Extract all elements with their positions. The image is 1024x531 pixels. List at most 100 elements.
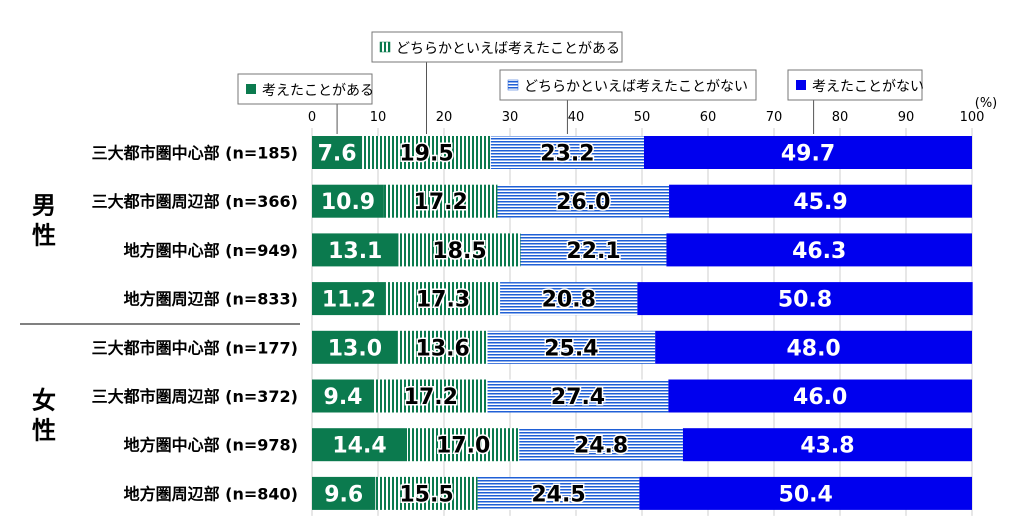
category-label: 三大都市圏周辺部 (n=366) (92, 192, 298, 211)
category-label: 地方圏中心部 (n=978) (124, 436, 298, 455)
bar-value-label: 46.3 (792, 239, 846, 264)
bar-segment (312, 233, 399, 267)
legend-box (499, 69, 757, 101)
x-tick-label: 50 (634, 110, 651, 125)
bar-segment (520, 233, 667, 267)
bar-value-label: 15.5 (399, 482, 453, 507)
bar-segment (519, 428, 683, 462)
group-label: 男性 (32, 192, 56, 250)
bar-value-label: 20.8 (542, 288, 596, 313)
bar-value-label: 19.5 (399, 142, 453, 167)
legend-box (371, 31, 623, 63)
x-tick-label: 60 (700, 110, 717, 125)
bar-segment (668, 379, 972, 413)
bar-value-label: 13.1 (328, 239, 382, 264)
bar-segment (666, 233, 972, 267)
bar-segment (477, 476, 640, 510)
bar-segment (362, 136, 491, 169)
bar-segment (312, 136, 363, 169)
bar-segment (385, 282, 501, 316)
category-label: 地方圏周辺部 (n=840) (124, 484, 298, 503)
bar-value-label: 26.0 (556, 190, 610, 215)
bar-segment (487, 330, 656, 364)
legend-label: どちらかといえば考えたことがない (524, 79, 748, 95)
category-label: 三大都市圏周辺部 (n=372) (92, 387, 298, 406)
bar-value-label: 14.4 (332, 434, 386, 459)
bar-value-label: 24.8 (574, 434, 628, 459)
legend-label: どちらかといえば考えたことがある (396, 41, 620, 57)
bar-segment (383, 184, 498, 218)
bar-value-label: 11.2 (322, 288, 376, 313)
bar-segment (312, 379, 375, 413)
bar-value-label: 17.3 (416, 288, 470, 313)
bar-segment (397, 330, 488, 364)
legend: 考えたことがある どちらかといえば考えたことがあるどちらかといえば考えたことがない… (237, 31, 924, 134)
bar-segment (398, 233, 521, 267)
category-label: 三大都市圏中心部 (n=185) (92, 144, 298, 163)
bar-segment (312, 282, 386, 316)
bar-value-label: 27.4 (551, 385, 605, 410)
bar-segment (500, 282, 638, 316)
percent-unit-label: (%) (975, 96, 998, 111)
group-label: 女性 (32, 386, 56, 444)
bar-value-label: 50.8 (778, 288, 832, 313)
legend-box (237, 73, 373, 105)
bar-value-label: 24.5 (531, 482, 585, 507)
bars: 7.6 19.5 23.2 49.7 10.9 17.2 26.0 45.9 13.1 18.5 2… (312, 136, 973, 510)
legend-swatch (796, 80, 806, 90)
bar-value-label: 22.1 (566, 239, 620, 264)
bar-segment (375, 476, 478, 510)
bar-segment (490, 136, 644, 169)
bar-segment (487, 379, 669, 413)
bar-segment (637, 282, 973, 316)
bar-value-label: 17.2 (404, 385, 458, 410)
legend-box (787, 69, 923, 101)
bar-segment (312, 184, 384, 218)
category-label: 三大都市圏中心部 (n=177) (92, 338, 298, 357)
legend-swatch (246, 84, 256, 94)
bar-value-label: 50.4 (779, 482, 833, 507)
bar-segment (312, 428, 408, 462)
x-tick-label: 80 (832, 110, 849, 125)
bar-value-label: 45.9 (793, 190, 847, 215)
x-tick-label: 0 (308, 110, 316, 125)
x-tick-label: 20 (436, 110, 453, 125)
category-labels: 三大都市圏中心部 (n=185) 三大都市圏周辺部 (n=366) 地方圏中心部 (… (92, 144, 298, 504)
bar-value-label: 43.8 (800, 434, 854, 459)
bar-segment (497, 184, 670, 218)
bar-segment (374, 379, 488, 413)
bar-segment (643, 136, 972, 169)
bar-value-label: 7.6 (318, 142, 357, 167)
x-tick-label: 40 (568, 110, 585, 125)
bar-value-label: 46.0 (793, 385, 847, 410)
bar-value-label: 23.2 (540, 142, 594, 167)
category-label: 地方圏周辺部 (n=833) (124, 290, 298, 309)
legend-swatch (379, 41, 391, 53)
bar-segment (669, 184, 972, 218)
x-tick-label: 100 (960, 110, 985, 125)
bar-value-label: 25.4 (544, 336, 598, 361)
bar-value-label: 48.0 (786, 336, 840, 361)
bar-value-label: 18.5 (432, 239, 486, 264)
bar-value-label: 17.2 (414, 190, 468, 215)
bar-value-label: 13.0 (328, 336, 382, 361)
x-axis-ticks: 0 10 20 30 40 50 60 70 80 90 100 (308, 110, 985, 125)
bar-value-label: 17.0 (436, 434, 490, 459)
bar-value-label: 13.6 (416, 336, 470, 361)
bar-value-label: 9.6 (324, 482, 363, 507)
bar-value-label: 10.9 (321, 190, 375, 215)
x-tick-label: 30 (502, 110, 519, 125)
category-label: 地方圏中心部 (n=949) (124, 241, 298, 260)
x-tick-label: 70 (766, 110, 783, 125)
bar-segment (312, 330, 398, 364)
bar-value-label: 9.4 (324, 385, 363, 410)
legend-swatch (507, 79, 519, 91)
bar-segment (407, 428, 520, 462)
bar-segment (312, 476, 376, 510)
legend-label: 考えたことがある (262, 83, 374, 99)
x-tick-label: 90 (898, 110, 915, 125)
bar-segment (682, 428, 972, 462)
legend-label: 考えたことがない (812, 79, 924, 95)
bar-value-label: 49.7 (781, 142, 835, 167)
